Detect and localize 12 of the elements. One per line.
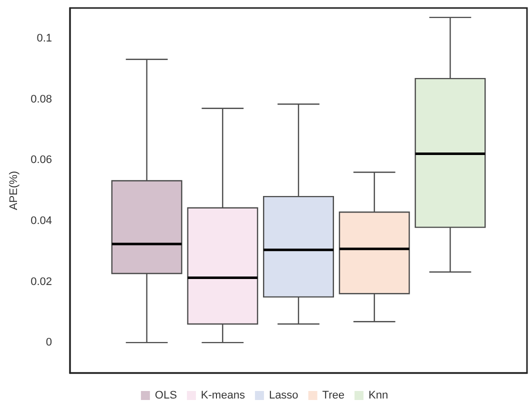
legend-label: OLS: [154, 390, 177, 402]
y-tick-label: 0.08: [30, 93, 52, 106]
y-axis-title: APE(%): [8, 170, 20, 210]
legend-label: Lasso: [268, 390, 298, 402]
legend-label: Knn: [368, 390, 388, 402]
y-tick-label: 0.06: [30, 154, 52, 166]
y-tick-label: 0.04: [30, 214, 52, 227]
legend-label: Tree: [322, 390, 345, 402]
y-tick-label: 0.02: [30, 276, 52, 288]
y-tick-label: 0: [46, 336, 52, 349]
y-tick-label: 0.1: [36, 32, 52, 44]
legend-label: K-means: [200, 390, 246, 402]
